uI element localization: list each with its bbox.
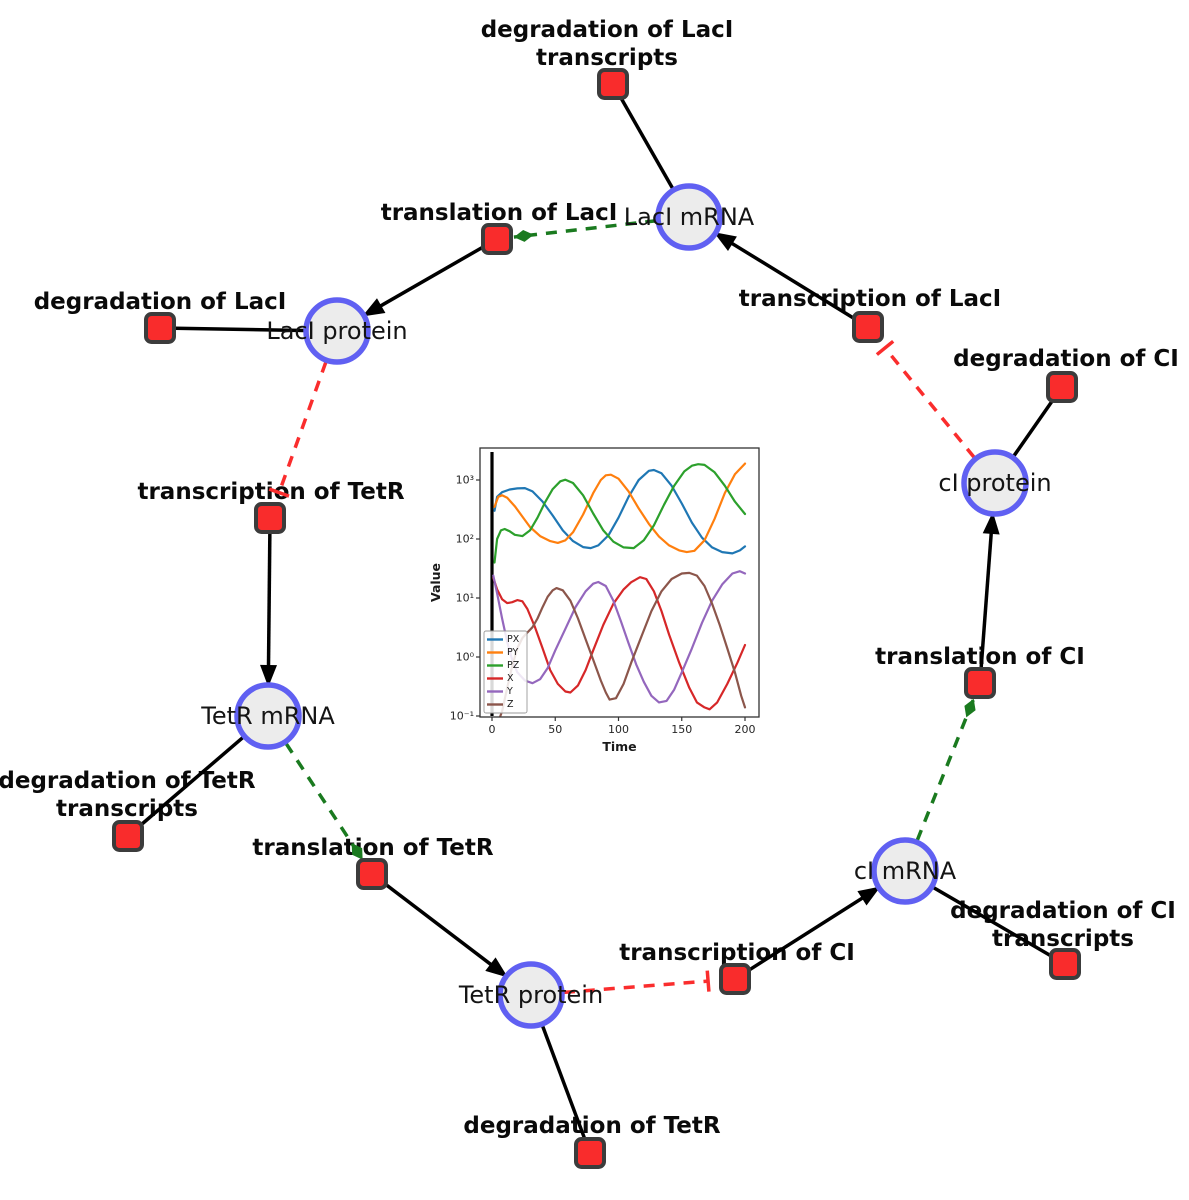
y-axis-label: Value (428, 563, 443, 602)
legend-label-PY: PY (507, 647, 519, 658)
edge-production-translation-laci-to-laci-protein (361, 245, 485, 319)
reaction-label-transcription-ci: transcription of CI (619, 940, 855, 966)
reaction-label-degradation-laci: degradation of LacI (34, 289, 287, 315)
edge-consumption-laci-protein-to-degradation-laci (174, 326, 305, 333)
species-label-tetr-protein: TetR protein (458, 981, 603, 1009)
reaction-label-transcription-tetr: transcription of TetR (137, 479, 404, 505)
series-line-PY (493, 462, 747, 554)
edges-layer (138, 96, 1055, 1140)
edge-consumption-ci-mrna-to-degradation-ci-transcripts (932, 886, 1053, 958)
edge-modifier-laci-mrna-to-translation-laci (513, 219, 657, 242)
x-tick-label: 0 (489, 723, 496, 736)
edge-modifier-ci-mrna-to-translation-ci (915, 698, 976, 841)
edge-consumption-ci-protein-to-degradation-ci (1012, 398, 1055, 457)
reaction-node-degradation-laci-transcripts (597, 68, 629, 100)
reaction-node-transcription-ci (719, 963, 751, 995)
edge-production-transcription-tetr-to-tetr-mrna (260, 533, 278, 688)
legend-label-Y: Y (506, 686, 513, 697)
y-tick-label: 10² (456, 533, 474, 546)
reaction-node-degradation-ci (1046, 371, 1078, 403)
species-label-laci-mrna: LacI mRNA (624, 203, 755, 231)
edge-production-transcription-ci-to-ci-mrna (747, 885, 882, 972)
edge-consumption-tetr-protein-to-degradation-tetr (540, 1025, 587, 1140)
species-node-laci-mrna (655, 183, 723, 251)
y-tick-label: 10³ (456, 474, 474, 487)
timeseries-inset: 0 50 100 150 200 10⁻¹ 10⁰ 10¹ 10² 10³ Time Value PX P… (428, 436, 776, 762)
species-node-ci-mrna (871, 837, 939, 905)
y-tick-label: 10¹ (456, 592, 474, 605)
legend-label-X: X (507, 673, 514, 684)
reaction-node-degradation-tetr (574, 1137, 606, 1169)
legend-label-Z: Z (507, 699, 514, 710)
inset-chart-canvas: 0 50 100 150 20010⁻¹10⁰10¹10²10³TimeValuePXP… (428, 447, 760, 754)
x-tick-label: 150 (671, 723, 692, 736)
reaction-label-degradation-ci-transcripts: transcripts (992, 926, 1134, 952)
reaction-label-degradation-ci: degradation of CI (953, 346, 1179, 372)
edge-inhibition-laci-protein-to-transcription-tetr (268, 361, 328, 498)
reaction-label-degradation-tetr: degradation of TetR (463, 1113, 720, 1139)
edge-production-translation-ci-to-ci-protein (979, 511, 1000, 668)
reaction-label-degradation-laci-transcripts: transcripts (536, 45, 678, 71)
reaction-label-degradation-ci-transcripts: degradation of CI (950, 898, 1176, 924)
edge-inhibition-tetr-protein-to-transcription-ci (563, 970, 711, 995)
edge-modifier-tetr-mrna-to-translation-tetr (284, 742, 365, 861)
reaction-node-degradation-tetr-transcripts (112, 820, 144, 852)
species-label-ci-protein: cI protein (938, 469, 1051, 497)
species-node-ci-protein (961, 449, 1029, 517)
species-node-tetr-protein (497, 961, 565, 1029)
x-axis-label: Time (602, 739, 636, 754)
reaction-label-translation-tetr: translation of TetR (252, 835, 493, 861)
y-tick-label: 10⁻¹ (450, 710, 474, 723)
species-label-tetr-mrna: TetR mRNA (200, 702, 335, 730)
species-node-tetr-mrna (234, 682, 302, 750)
species-label-ci-mrna: cI mRNA (854, 857, 957, 885)
reaction-label-degradation-tetr-transcripts: degradation of TetR (0, 768, 256, 794)
series-line-PX (493, 468, 747, 555)
y-tick-label: 10⁰ (456, 651, 475, 664)
edge-production-transcription-laci-to-laci-mrna (712, 230, 856, 321)
reaction-node-degradation-ci-transcripts (1049, 948, 1081, 980)
series-line-Z (499, 571, 747, 717)
species-labels-layer: LacI mRNA LacI protein TetR mRNA TetR prote… (200, 203, 1051, 1009)
reaction-label-translation-laci: translation of LacI (381, 200, 618, 226)
chart-legend: PX PY PZ XYZ (483, 630, 528, 714)
x-tick-label: 50 (548, 723, 562, 736)
edge-consumption-laci-mrna-to-degradation-laci-transcripts (618, 96, 675, 190)
species-label-laci-protein: LacI protein (266, 317, 407, 345)
edge-consumption-tetr-mrna-to-degradation-tetr-transcripts (138, 736, 245, 828)
x-tick-label: 100 (608, 723, 629, 736)
legend-box (483, 630, 528, 714)
edge-production-translation-tetr-to-tetr-protein (383, 882, 509, 979)
series-line-X (492, 576, 747, 711)
edge-inhibition-ci-protein-to-transcription-laci (875, 339, 976, 459)
species-node-laci-protein (303, 297, 371, 365)
series-line-PZ (493, 463, 747, 564)
nodes-layer (112, 68, 1081, 1169)
reaction-node-translation-laci (481, 223, 513, 255)
legend-label-PZ: PZ (507, 660, 520, 671)
legend-label-PX: PX (507, 634, 520, 645)
reaction-label-degradation-laci-transcripts: degradation of LacI (481, 17, 734, 43)
reaction-label-transcription-laci: transcription of LacI (739, 286, 1002, 312)
reaction-label-degradation-tetr-transcripts: transcripts (56, 796, 198, 822)
reaction-node-translation-tetr (356, 858, 388, 890)
reaction-node-degradation-laci (144, 312, 176, 344)
reaction-node-transcription-laci (852, 311, 884, 343)
reaction-node-translation-ci (964, 667, 996, 699)
reaction-node-transcription-tetr (254, 502, 286, 534)
x-tick-label: 200 (735, 723, 756, 736)
